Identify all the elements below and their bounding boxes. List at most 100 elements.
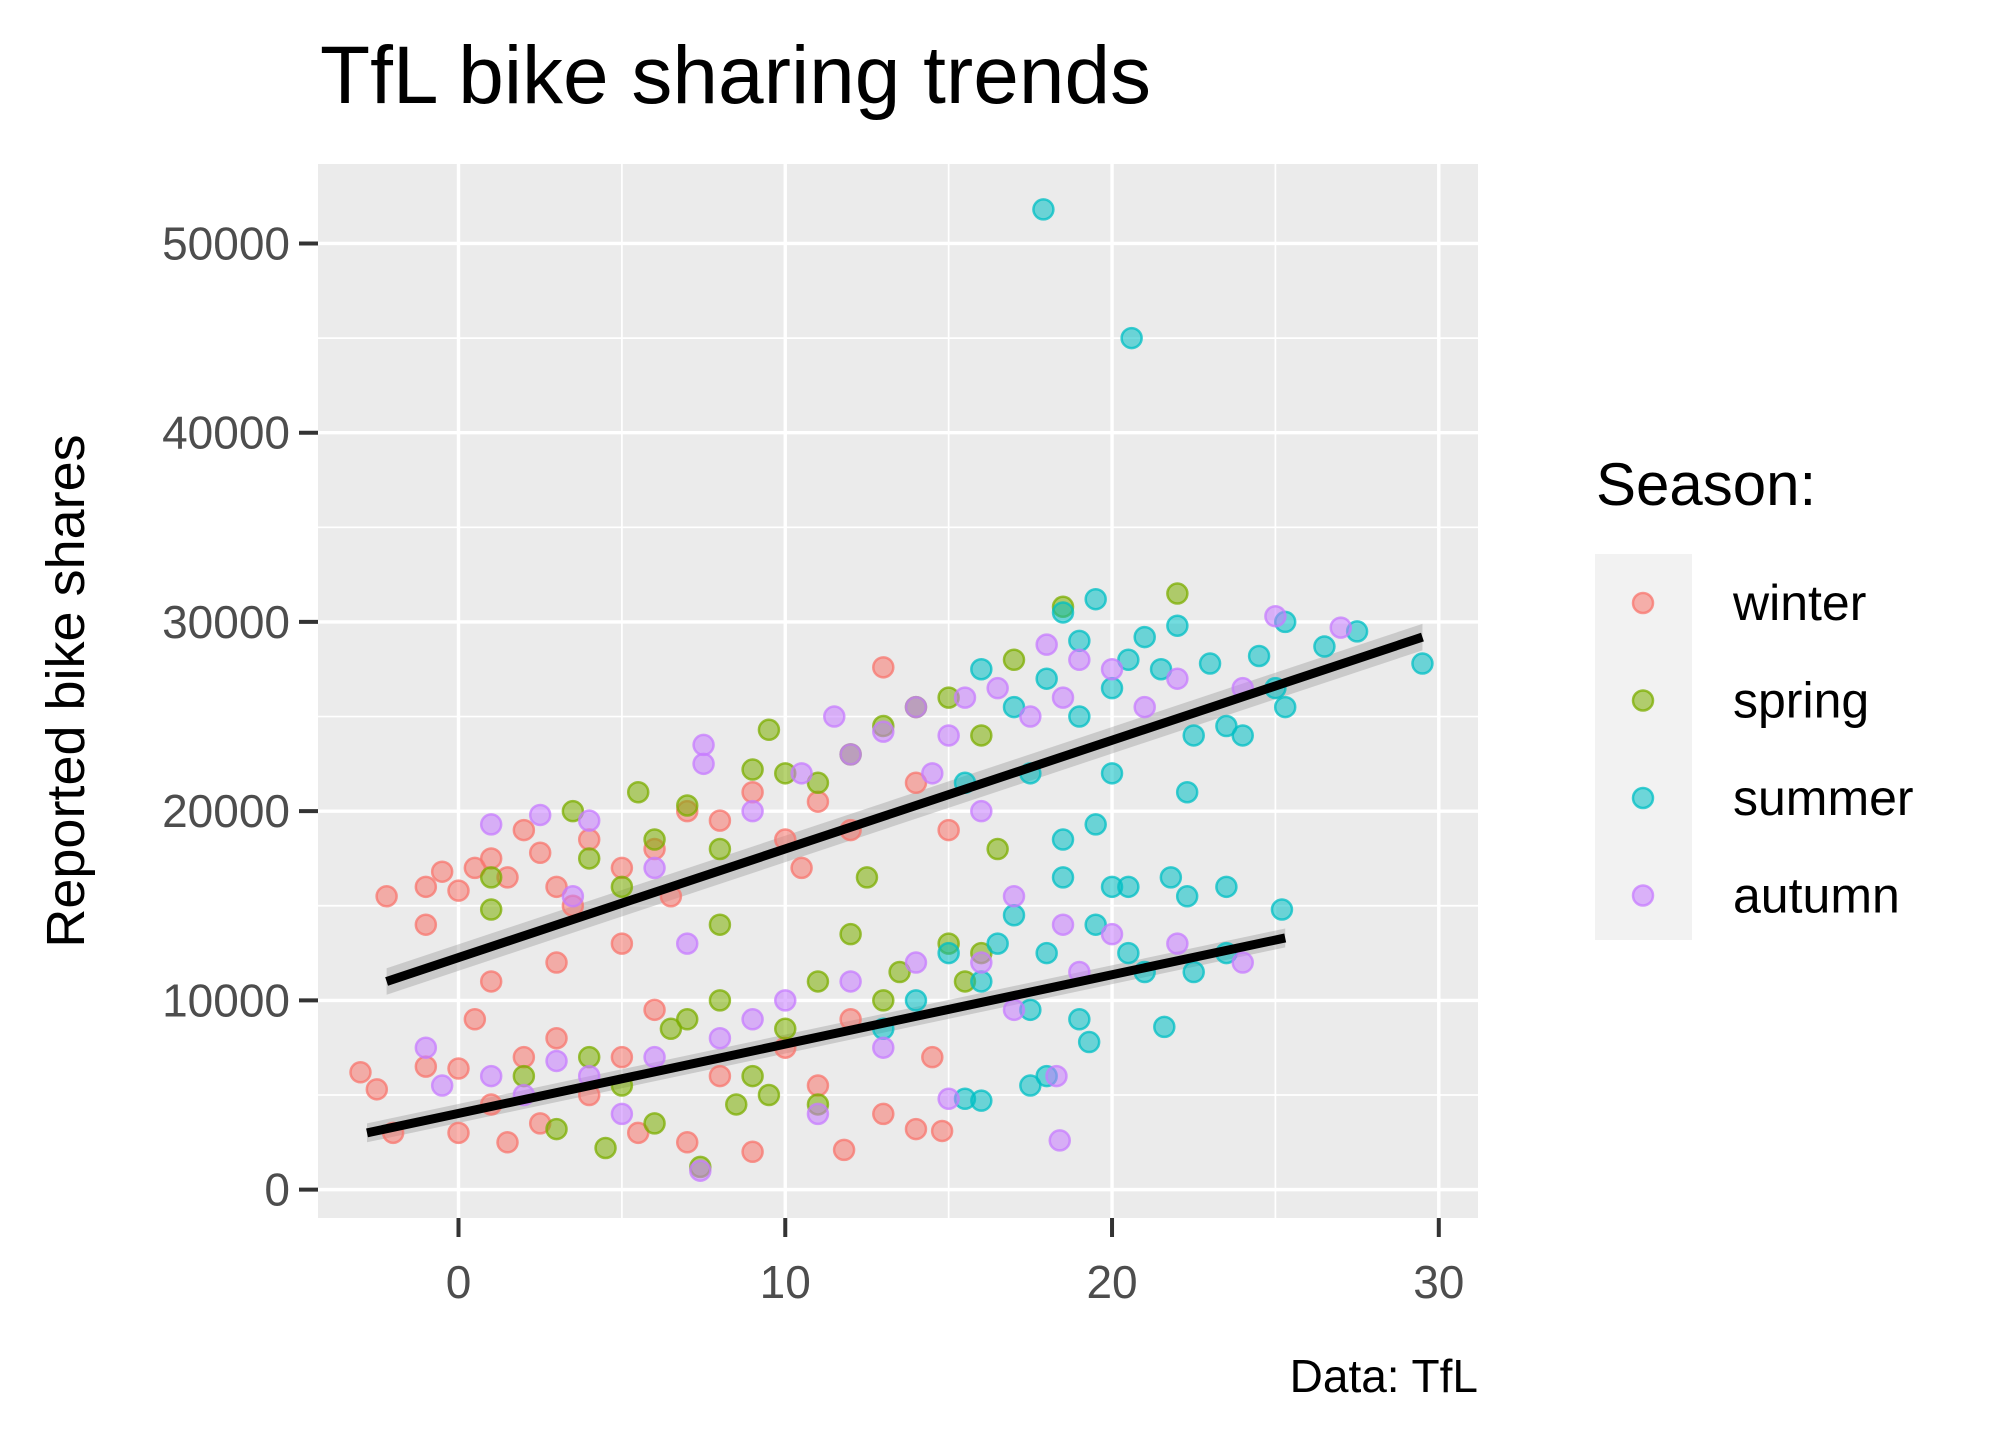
point-spring [643,1112,666,1135]
point-winter [430,860,454,883]
point-summer [1215,714,1238,738]
point-autumn [1048,1129,1071,1152]
weekday-trend-line [385,632,1424,986]
point-spring [577,1045,601,1069]
point-spring [757,718,781,742]
point-winter [512,1045,536,1069]
point-autumn [872,720,895,743]
point-autumn [692,752,715,776]
legend-key-autumn [1631,884,1655,907]
point-summer [1035,667,1058,690]
point-autumn [1051,686,1075,709]
point-summer [1153,1015,1176,1039]
trend-lines [366,632,1424,1138]
point-spring [545,1117,568,1141]
point-winter [675,1131,699,1154]
legend-label: winter [1732,575,1866,631]
point-spring [757,1083,781,1107]
point-autumn [790,762,813,785]
point-autumn [643,856,666,880]
point-autumn [937,724,960,747]
point-autumn [839,970,862,993]
chart-caption: Data: TfL [1290,1350,1478,1402]
point-summer [904,989,928,1012]
point-summer [1019,1074,1042,1097]
point-spring [675,794,699,817]
point-summer [970,1089,993,1112]
point-summer [1149,657,1173,681]
point-summer [1270,898,1294,921]
point-summer [986,932,1009,955]
point-autumn [774,989,797,1012]
point-winter [610,1045,634,1069]
point-autumn [479,813,503,836]
point-winter [545,875,568,899]
point-winter [790,856,813,880]
point-autumn [1019,705,1042,728]
point-spring [708,913,732,936]
point-autumn [1133,695,1156,719]
point-autumn [577,809,601,832]
point-summer [1166,614,1189,637]
point-winter [545,951,568,974]
point-winter [626,1121,650,1145]
point-autumn [1100,657,1124,681]
point-autumn [708,1026,732,1050]
y-tick-label: 10000 [162,974,290,1026]
x-tick-label: 30 [1413,1256,1464,1308]
point-winter [349,1061,372,1084]
point-autumn [904,951,928,974]
legend-item-spring: spring [1631,673,1869,729]
point-autumn [1166,667,1189,690]
point-winter [496,1131,519,1154]
point-summer [1117,648,1140,672]
point-summer [1051,601,1075,624]
point-autumn [872,1036,895,1059]
point-spring [577,847,601,870]
legend: Season: winter spring summer autumn [1595,451,1914,940]
point-autumn [561,885,585,908]
point-autumn [970,951,993,974]
point-autumn [1035,633,1058,656]
point-autumn [414,1036,438,1059]
point-spring [1166,582,1189,605]
point-spring [512,1064,536,1088]
point-summer [1068,629,1091,653]
point-spring [708,837,732,861]
point-summer [1035,941,1058,965]
point-spring [839,922,862,946]
point-autumn [1231,951,1254,974]
point-winter [930,1119,954,1143]
point-autumn [643,1045,666,1069]
point-spring [741,1064,764,1088]
point-spring [986,837,1009,861]
point-spring [479,898,503,921]
point-autumn [937,1087,960,1111]
point-autumn [1002,998,1026,1022]
weekend-trend-line [366,933,1287,1138]
point-winter [512,818,536,842]
point-autumn [986,676,1009,700]
point-winter [643,998,666,1022]
point-autumn [1051,913,1075,936]
legend-title: Season: [1596,451,1816,518]
point-winter [528,841,552,865]
point-winter [577,828,601,851]
point-summer [1032,198,1055,221]
point-winter [708,1064,732,1088]
point-summer [1215,875,1238,899]
point-winter [806,1074,830,1097]
point-summer [1273,695,1297,719]
point-winter [414,1055,438,1078]
point-spring [594,1136,617,1160]
point-autumn [953,686,977,709]
legend-key-spring [1631,689,1655,712]
point-spring [888,960,911,984]
point-summer [1100,762,1124,785]
point-winter [921,1045,944,1069]
y-axis-title: Reported bike shares [36,434,96,947]
legend-item-winter: winter [1631,575,1866,631]
point-winter [447,1057,470,1080]
point-spring [855,866,879,889]
